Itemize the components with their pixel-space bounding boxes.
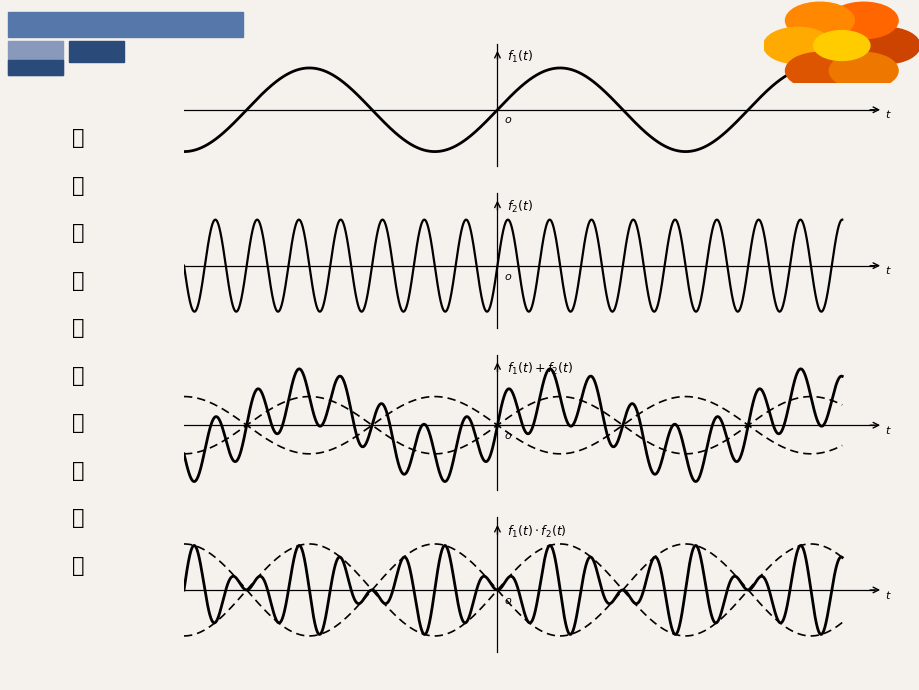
Text: 相: 相 [72, 509, 85, 529]
Circle shape [785, 52, 854, 89]
Text: $f_1(t)+f_2(t)$: $f_1(t)+f_2(t)$ [506, 361, 573, 377]
Text: $o$: $o$ [504, 431, 512, 442]
Circle shape [812, 30, 869, 61]
Text: 的: 的 [72, 318, 85, 338]
Bar [8, 41, 63, 75]
Text: $o$: $o$ [504, 272, 512, 282]
Bar [69, 41, 124, 62]
Text: $t$: $t$ [884, 589, 891, 600]
Text: 和: 和 [72, 461, 85, 481]
Text: $t$: $t$ [884, 424, 891, 436]
Text: $o$: $o$ [504, 596, 512, 606]
Text: 乘: 乘 [72, 556, 85, 575]
Circle shape [828, 52, 897, 89]
Text: $o$: $o$ [504, 115, 512, 126]
Text: 连: 连 [72, 128, 85, 148]
Text: $t$: $t$ [884, 108, 891, 120]
Bar [8, 59, 63, 75]
Text: 加: 加 [72, 413, 85, 433]
Text: $t$: $t$ [884, 264, 891, 276]
Circle shape [785, 2, 854, 39]
Text: 相: 相 [72, 366, 85, 386]
Circle shape [763, 28, 832, 63]
Bar [8, 12, 243, 37]
Text: $f_2(t)$: $f_2(t)$ [506, 199, 532, 215]
Circle shape [850, 28, 919, 63]
Text: $f_1(t)\cdot f_2(t)$: $f_1(t)\cdot f_2(t)$ [506, 524, 566, 540]
Circle shape [828, 2, 897, 39]
Text: 续: 续 [72, 175, 85, 195]
Text: $f_1(t)$: $f_1(t)$ [506, 49, 532, 66]
Text: 号: 号 [72, 270, 85, 290]
Text: 信: 信 [72, 223, 85, 243]
